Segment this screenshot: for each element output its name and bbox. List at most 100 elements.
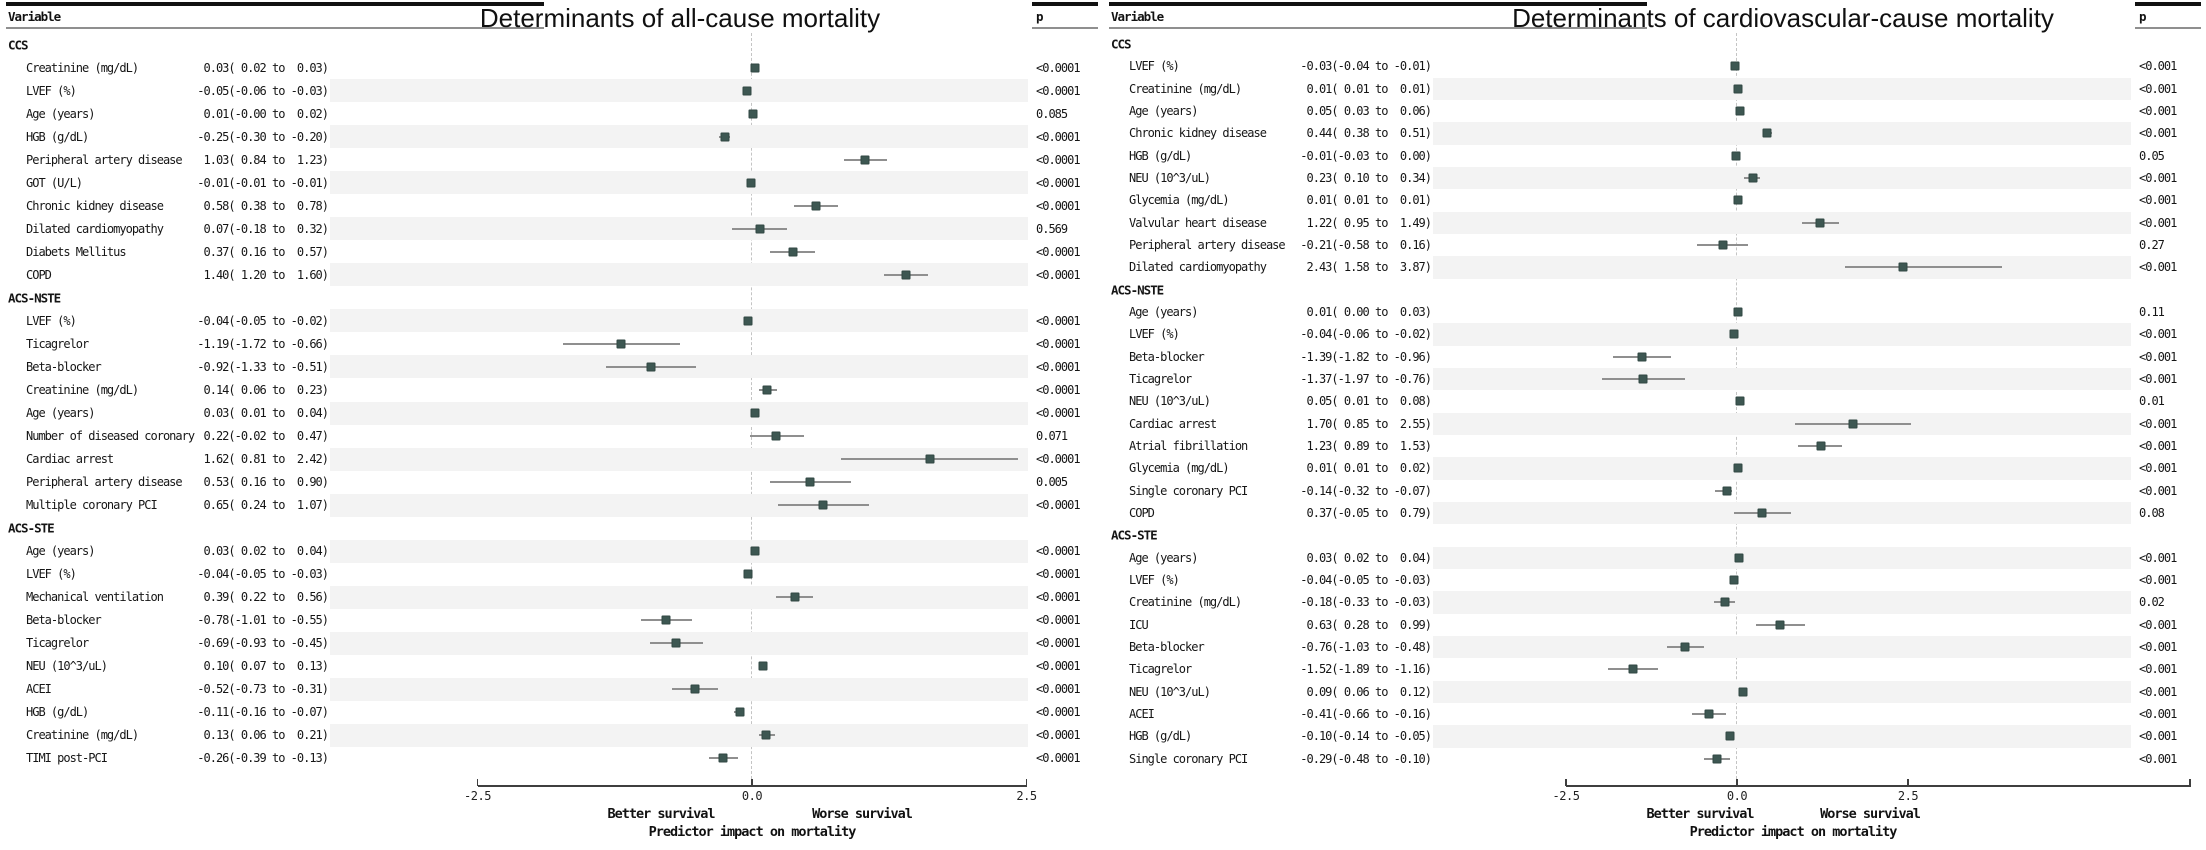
row-variable-label: HGB (g/dL) xyxy=(26,129,89,144)
estimate-ci-text: -0.14(-0.32 to -0.07) xyxy=(1300,483,1432,498)
p-value: <0.0001 xyxy=(1036,659,1081,674)
point-estimate-marker xyxy=(1848,419,1858,429)
row-variable-label: Age (years) xyxy=(26,106,95,121)
point-estimate-marker xyxy=(1729,575,1739,585)
group-label: ACS-NSTE xyxy=(1111,282,1164,298)
estimate-ci-text: -0.92(-1.33 to -0.51) xyxy=(197,359,329,374)
estimate-ci-text: -0.11(-0.16 to -0.07) xyxy=(197,705,329,720)
forest-row: Mechanical ventilation 0.39( 0.22 to 0.5… xyxy=(0,585,1103,609)
row-stripe xyxy=(330,171,1028,195)
forest-row: LVEF (%) -0.03(-0.04 to -0.01) <0.001 xyxy=(1103,55,2206,77)
forest-row: COPD 1.40( 1.20 to 1.60) <0.0001 xyxy=(0,263,1103,287)
x-axis: Better survival Worse survival Predictor… xyxy=(1103,779,2206,850)
forest-row: LVEF (%) -0.04(-0.05 to -0.03) <0.0001 xyxy=(0,563,1103,586)
point-estimate-marker xyxy=(758,661,768,671)
p-value: <0.0001 xyxy=(1036,129,1081,144)
estimate-ci-text: -0.69(-0.93 to -0.45) xyxy=(197,636,329,651)
point-estimate-marker xyxy=(805,477,815,487)
row-variable-label: Age (years) xyxy=(1129,550,1198,565)
point-estimate-marker xyxy=(1733,84,1743,94)
estimate-ci-text: 0.09( 0.06 to 0.12) xyxy=(1300,684,1433,699)
p-value: <0.001 xyxy=(2139,707,2177,721)
x-axis-line xyxy=(1566,785,2191,787)
p-value: <0.001 xyxy=(2139,662,2177,677)
forest-row: Peripheral artery disease 1.03( 0.84 to … xyxy=(0,148,1103,171)
forest-row: Ticagrelor -0.69(-0.93 to -0.45) <0.0001 xyxy=(0,631,1103,655)
x-axis-end-cap xyxy=(2189,779,2191,786)
forest-row: LVEF (%) -0.04(-0.06 to -0.02) <0.001 xyxy=(1103,323,2206,346)
point-estimate-marker xyxy=(1731,151,1741,161)
p-value: <0.0001 xyxy=(1036,728,1081,743)
point-estimate-marker xyxy=(750,63,760,73)
forest-row: Valvular heart disease 1.22( 0.95 to 1.4… xyxy=(1103,211,2206,234)
forest-row: HGB (g/dL) -0.10(-0.14 to -0.05) <0.001 xyxy=(1103,725,2206,748)
header-underline xyxy=(1109,27,1647,29)
x-axis-tick xyxy=(1907,779,1909,786)
point-estimate-marker xyxy=(1775,620,1785,630)
forest-row: Single coronary PCI -0.14(-0.32 to -0.07)… xyxy=(1103,480,2206,502)
row-variable-label: Creatinine (mg/dL) xyxy=(26,60,139,75)
row-stripe xyxy=(330,217,1028,241)
row-variable-label: Single coronary PCI xyxy=(1129,483,1248,498)
point-estimate-marker xyxy=(1637,352,1647,362)
forest-row: Age (years) 0.03( 0.01 to 0.04) <0.0001 xyxy=(0,401,1103,425)
x-axis-tick-label: 0.0 xyxy=(1726,789,1748,803)
estimate-ci-text: 0.03( 0.02 to 0.03) xyxy=(197,60,330,75)
estimate-ci-text: -0.25(-0.30 to -0.20) xyxy=(197,129,329,144)
point-estimate-marker xyxy=(1738,687,1748,697)
point-estimate-marker xyxy=(1718,240,1728,250)
p-value: <0.001 xyxy=(2139,104,2177,119)
forest-row: Glycemia (mg/dL) 0.01( 0.01 to 0.01) <0.0… xyxy=(1103,189,2206,211)
row-stripe xyxy=(330,309,1028,333)
estimate-ci-text: 1.23( 0.89 to 1.53) xyxy=(1300,439,1433,454)
group-label: ACS-STE xyxy=(1111,527,1158,543)
row-variable-label: NEU (10^3/uL) xyxy=(1129,394,1211,409)
row-stripe xyxy=(1433,77,2131,100)
forest-row: Dilated cardiomyopathy 2.43( 1.58 to 3.8… xyxy=(1103,256,2206,279)
forest-row: Creatinine (mg/dL) 0.14( 0.06 to 0.23) <0… xyxy=(0,378,1103,401)
row-variable-label: Peripheral artery disease xyxy=(26,152,183,167)
forest-row: Number of diseased coronary 0.22(-0.02 t… xyxy=(0,425,1103,448)
row-variable-label: Age (years) xyxy=(1129,104,1198,119)
forest-row: ACEI -0.52(-0.73 to -0.31) <0.0001 xyxy=(0,677,1103,701)
estimate-ci-text: 0.13( 0.06 to 0.21) xyxy=(197,728,330,743)
row-variable-label: Ticagrelor xyxy=(26,636,89,651)
point-estimate-marker xyxy=(771,431,781,441)
row-variable-label: Age (years) xyxy=(26,544,95,559)
estimate-ci-text: 0.23( 0.10 to 0.34) xyxy=(1300,171,1433,186)
p-value: <0.0001 xyxy=(1036,175,1081,190)
row-variable-label: Age (years) xyxy=(26,406,95,421)
p-value: <0.0001 xyxy=(1036,751,1081,766)
row-variable-label: HGB (g/dL) xyxy=(1129,148,1192,163)
estimate-ci-text: 1.70( 0.85 to 2.55) xyxy=(1300,416,1433,431)
row-variable-label: Cardiac arrest xyxy=(26,452,114,467)
row-variable-label: Mechanical ventilation xyxy=(26,590,164,605)
row-stripe xyxy=(1433,412,2131,435)
forest-row: Multiple coronary PCI 0.65( 0.24 to 1.07… xyxy=(0,493,1103,517)
forest-row: Beta-blocker -0.78(-1.01 to -0.55) <0.0001 xyxy=(0,609,1103,632)
row-variable-label: Single coronary PCI xyxy=(1129,751,1248,766)
point-estimate-marker xyxy=(646,362,656,372)
worse-survival-label: Worse survival xyxy=(812,806,913,822)
forest-row: Creatinine (mg/dL) -0.18(-0.33 to -0.03) 0… xyxy=(1103,591,2206,614)
p-value: <0.0001 xyxy=(1036,636,1081,651)
x-axis-tick xyxy=(1565,779,1567,786)
point-estimate-marker xyxy=(1725,731,1735,741)
row-stripe xyxy=(330,401,1028,425)
panel-all-cause-mortality: Variable Determinants of all-cause morta… xyxy=(0,2,1103,840)
row-stripe xyxy=(1433,211,2131,234)
p-value: 0.01 xyxy=(2139,394,2165,409)
group-header-row: ACS-NSTE xyxy=(1103,279,2206,301)
estimate-ci-text: 0.14( 0.06 to 0.23) xyxy=(197,382,330,397)
p-value: <0.0001 xyxy=(1036,544,1081,559)
row-stripe xyxy=(1433,680,2131,703)
forest-row: Diabets Mellitus 0.37( 0.16 to 0.57) <0.0… xyxy=(0,240,1103,263)
p-value: <0.001 xyxy=(2139,59,2177,74)
forest-rows: CCS Creatinine (mg/dL) 0.03( 0.02 to 0.03… xyxy=(0,33,1103,784)
forest-row: COPD 0.37(-0.05 to 0.79) 0.08 xyxy=(1103,501,2206,525)
group-header-row: ACS-STE xyxy=(0,517,1103,540)
p-value: <0.001 xyxy=(2139,461,2177,476)
forest-row: Age (years) 0.05( 0.03 to 0.06) <0.001 xyxy=(1103,100,2206,122)
x-axis-tick-label: 2.5 xyxy=(1897,789,1919,803)
forest-row: Age (years) 0.03( 0.02 to 0.04) <0.0001 xyxy=(0,539,1103,563)
